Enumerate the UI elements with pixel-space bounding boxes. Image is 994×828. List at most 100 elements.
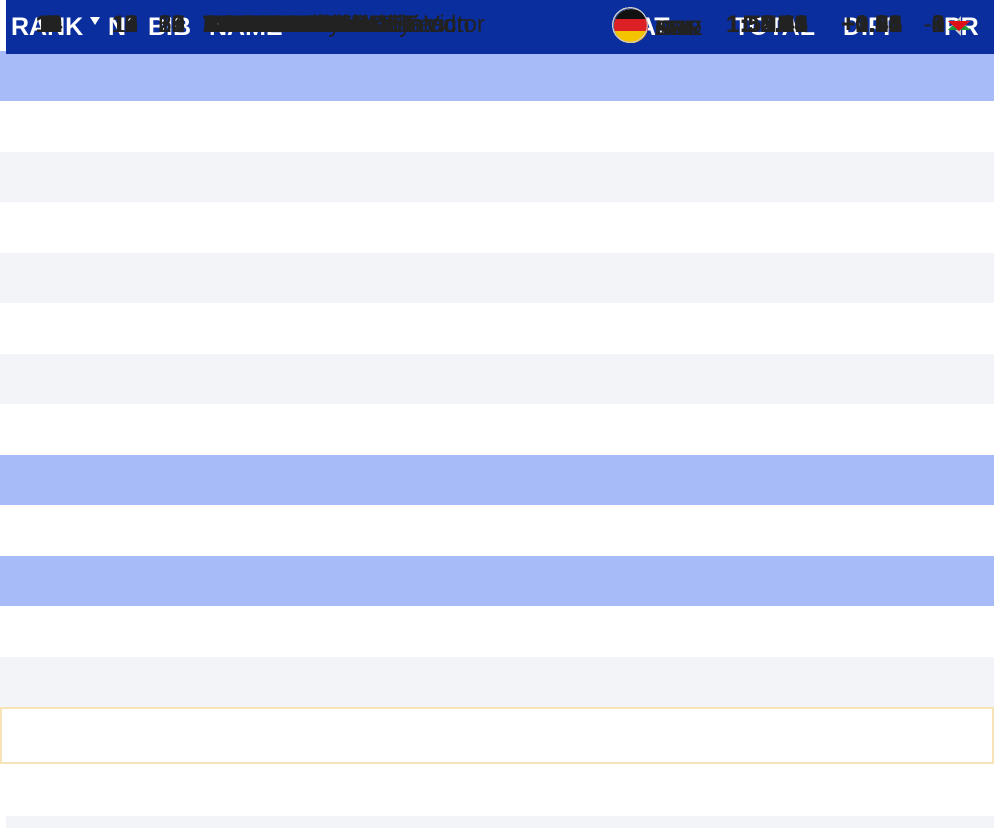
result-row[interactable]: 6 9 34 SOLBERG Eirik Hystad NOR 1:53.35 +0.65 1 [0,7,994,303]
rank: 3 [42,11,56,38]
time-diff: +0.34 [841,11,902,38]
bib: 50 [158,11,185,38]
last-name: ZENHAEUSERN [203,11,386,38]
col-no[interactable]: N° [108,13,137,41]
total-time: 1:54.13 [726,11,808,38]
bib: 20 [158,11,185,38]
athlete-name: YULE Daniel [203,0,342,51]
result-row[interactable]: 15 14 STRASSER Linus GER DNF [0,6,994,764]
last-name: SOLBERG [203,11,322,38]
position-change: 3 [931,11,945,38]
first-name: Eirik Hystad [328,11,457,38]
first-name: Laurie [304,11,372,38]
nation: SWE [655,17,703,40]
total-time: 1:55.95 [726,11,808,38]
bib: 33 [158,11,185,38]
start-number: 9 [124,11,138,38]
start-number: 10 [111,11,138,38]
last-name: AIHARA [203,11,297,38]
position-change: 0 [931,11,945,38]
athlete-name: ROCHAT Marc [203,0,364,51]
bib: 60 [158,11,185,38]
start-number: 7 [124,11,138,38]
last-name: BARBERA [203,11,323,38]
time-diff: +0.91 [841,11,902,38]
nation: NOR [655,17,702,40]
table-header: RANK N° BIB NAME NAT TOTAL DIFF PR [6,0,994,54]
col-total[interactable]: TOTAL [734,13,816,41]
first-name: Shiro [303,11,360,38]
total-time: 1:53.33 [726,11,808,38]
next-row [6,816,994,828]
start-number: 13 [111,11,138,38]
athlete-name: ZENHAEUSERN Ramon [203,0,470,51]
rank: 1 [42,11,56,38]
nation: ITA [655,17,687,40]
rank: 7 [42,11,56,38]
first-name: Ramon [392,11,470,38]
last-name: KASTLUNGER [203,11,370,38]
position-change: 1 [931,11,945,38]
result-row[interactable]: 11 1 60 AIHARA Shiro JPN 1:54.13 +1.43 4 [0,7,994,556]
nation: AUT [655,17,697,40]
position-change: 1 [931,11,945,38]
last-name: VINATZER [203,11,322,38]
last-name: MUFFAT-JEANDET [203,11,418,38]
start-number: 11 [113,11,138,38]
total-time: 1:53.43 [726,11,808,38]
total-time: 1:53.06 [726,11,808,38]
position-change: -1 [923,11,945,38]
start-number: 12 [111,11,138,38]
result-row[interactable]: 10 14 37 ROCHAT Marc SUI 1:54.05 +1.35 -8 [0,7,994,505]
first-name: Linus [340,11,398,38]
total-time: 1:53.15 [726,11,808,38]
result-row[interactable]: 8 6 25 TAYLOR Laurie GBR 1:53.55 +0.85 2 [0,7,994,404]
total-time: 1:54.31 [726,11,808,38]
last-name: MAJOR [203,11,290,38]
time-diff: +1.80 [841,11,902,38]
result-row[interactable]: 12 10 21 YULE Daniel SUI 1:54.31 +1.61 -6 [0,7,994,606]
nation: SUI [655,17,691,40]
result-row[interactable]: 3 12 16 SCHWARZ Marco AUT 1:53.06 +0.36 1 [0,7,994,152]
first-name: Marc [310,11,364,38]
last-name: TAYLOR [203,11,298,38]
position-change: 9 [931,11,945,38]
first-name: Daniel [273,11,342,38]
rank: 13 [35,11,63,38]
athlete-name: MUFFAT-JEANDET Victor [203,0,485,51]
rank: 12 [35,11,63,38]
col-bib[interactable]: BIB [148,13,192,41]
start-number: 3 [124,11,138,38]
trend-icon [948,21,970,32]
result-row[interactable]: 4 11 19 VINATZER Alex ITA 1:53.15 +0.45 1 [0,7,994,202]
result-row[interactable]: 14 3 66 BARBERA Corrado ITA 1:55.95 +3.25 -1 [0,7,994,707]
nation: JPN [655,17,695,40]
col-name[interactable]: NAME [209,13,283,41]
time-diff: +0.73 [841,11,902,38]
nation: GBR [655,17,701,40]
rank: 11 [36,11,62,38]
result-row[interactable]: 7 4 15 KOLEGA Samuel CRO 1:53.43 +0.73 5 [0,7,994,354]
position-change: -8 [923,11,945,38]
first-name: Corrado [329,11,417,38]
col-diff[interactable]: DIFF [843,13,899,41]
bib: 21 [158,11,185,38]
rank: 6 [42,11,56,38]
flag [612,6,648,43]
start-number: 14 [111,11,138,38]
bib: 37 [158,11,185,38]
result-row[interactable]: 13 2 38 KASTLUNGER Tobias ITA 1:54.50 +1.80 1 [0,7,994,657]
first-name: Alex [326,11,374,38]
result-row[interactable]: 5 8 32 MAJOR Billy GBR 1:53.33 +0.63 3 [0,7,994,253]
nation: FRA [655,17,697,40]
total-time: 1:53.55 [726,11,808,38]
last-name: ROCHAT [203,11,304,38]
total-time: 1:54.50 [726,11,808,38]
position-change: 2 [931,11,945,38]
rank: 9 [42,11,56,38]
last-name: AX SWARTZ [203,11,345,38]
col-rank[interactable]: RANK [11,13,84,41]
athlete-name: KOLEGA Samuel [203,0,394,51]
result-row[interactable]: 2 5 33 ZENHAEUSERN Ramon SUI 1:53.04 +0.34 9 [0,7,994,101]
result-row[interactable]: 9 7 50 AX SWARTZ Fabian SWE 1:53.61 +0.91 0 [0,7,994,455]
